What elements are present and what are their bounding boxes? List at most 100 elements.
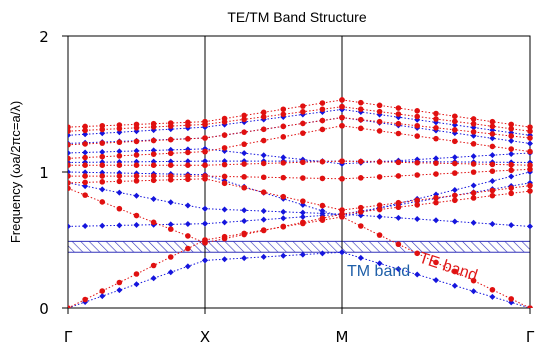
tm-point: [319, 207, 326, 214]
te-point: [241, 129, 247, 135]
te-point: [185, 149, 191, 156]
y-tick-2: 2: [39, 28, 49, 46]
te-point: [150, 177, 157, 184]
tm-point: [280, 252, 287, 259]
tm-point: [357, 254, 364, 261]
te-point: [99, 179, 106, 185]
te-point: [260, 114, 267, 120]
te-point: [319, 126, 326, 133]
te-point: [452, 118, 458, 125]
te-point: [133, 212, 140, 219]
te-band-line: [204, 213, 343, 244]
te-point: [150, 137, 157, 144]
te-point: [508, 167, 514, 174]
te-point: [489, 131, 496, 137]
te-point: [508, 161, 514, 168]
te-point: [376, 206, 383, 213]
te-point: [376, 108, 383, 115]
te-point: [470, 195, 477, 201]
te-point: [527, 124, 533, 130]
tm-point: [241, 255, 248, 262]
tm-point: [150, 127, 157, 134]
te-point: [221, 161, 228, 168]
tm-point: [299, 209, 306, 216]
tm-point: [202, 220, 208, 227]
tm-point: [489, 293, 496, 300]
tm-point: [221, 256, 228, 263]
tm-point: [433, 155, 439, 162]
tm-point: [184, 263, 191, 270]
tm-point: [260, 152, 267, 159]
y-tick-0: 0: [39, 300, 49, 318]
te-point: [319, 117, 326, 124]
tm-point: [433, 277, 439, 284]
te-point: [202, 162, 208, 168]
tm-point: [508, 173, 515, 180]
te-point: [319, 215, 326, 222]
te-point: [527, 182, 533, 189]
te-point: [116, 279, 123, 286]
te-point: [395, 173, 402, 179]
te-point: [339, 207, 345, 213]
te-point: [116, 162, 123, 168]
te-point: [358, 116, 364, 123]
te-point: [319, 158, 326, 165]
te-point: [99, 173, 106, 179]
te-point: [489, 161, 496, 168]
te-point: [99, 199, 106, 205]
te-point: [82, 296, 88, 303]
te-point: [116, 178, 123, 185]
te-point: [82, 123, 88, 130]
te-point: [339, 114, 345, 121]
te-point: [82, 173, 88, 179]
te-point: [280, 223, 287, 230]
te-point: [470, 190, 477, 196]
tm-point: [184, 158, 191, 165]
te-point: [358, 175, 364, 181]
te-point: [414, 172, 421, 178]
te-point: [414, 122, 421, 129]
te-point: [116, 139, 123, 146]
te-point: [414, 113, 421, 120]
te-point: [358, 125, 364, 132]
te-point: [358, 99, 364, 106]
tm-point: [184, 221, 191, 228]
te-point: [433, 135, 439, 142]
te-point: [395, 105, 402, 111]
te-point: [280, 134, 287, 140]
tm-point: [470, 153, 477, 160]
tm-point: [451, 154, 458, 161]
tm-point: [116, 148, 123, 155]
tm-point: [299, 213, 306, 220]
te-point: [300, 159, 306, 166]
te-point: [508, 133, 514, 139]
te-point: [82, 179, 88, 186]
y-axis-label: Frequency (ωa/2πc=a/λ): [8, 101, 23, 243]
tm-point: [451, 186, 458, 193]
tm-point: [241, 150, 248, 157]
te-point: [167, 254, 174, 260]
te-point: [433, 110, 439, 117]
tm-point: [451, 282, 458, 289]
te-point: [99, 153, 106, 160]
te-point: [116, 205, 123, 212]
te-point: [68, 155, 71, 162]
x-tick-x: X: [200, 328, 210, 346]
te-point: [260, 137, 267, 144]
te-point: [68, 185, 71, 192]
te-point: [433, 125, 439, 131]
te-point: [167, 173, 174, 179]
te-point: [300, 120, 306, 127]
te-point: [167, 226, 174, 232]
te-band-line: [68, 239, 206, 308]
tm-point: [280, 208, 287, 215]
te-point: [280, 123, 287, 130]
te-point: [452, 197, 458, 204]
tm-point: [150, 275, 157, 282]
te-point: [202, 148, 208, 155]
te-point: [260, 160, 267, 167]
tm-point: [82, 131, 89, 138]
te-point: [241, 161, 247, 167]
te-point: [68, 180, 71, 186]
